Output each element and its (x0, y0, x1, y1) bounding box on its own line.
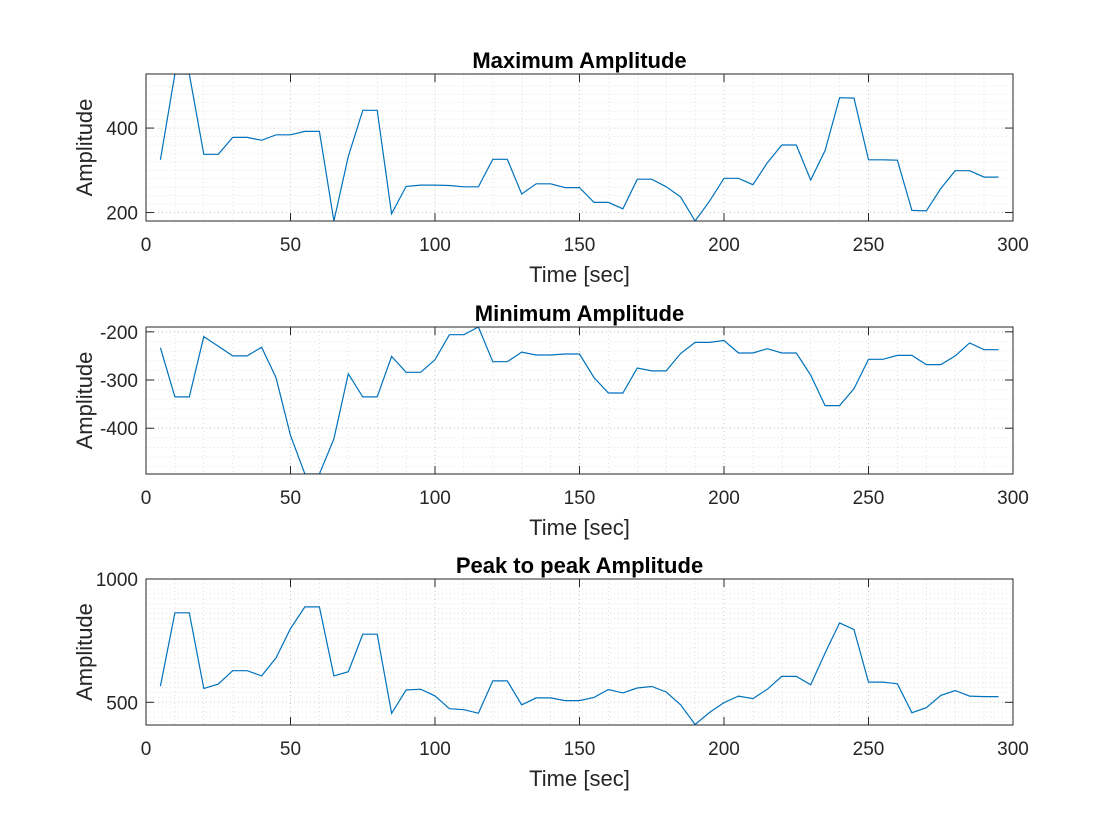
x-axis-label: Time [sec] (529, 766, 630, 791)
x-tick-label: 0 (141, 739, 152, 760)
x-tick-label: 0 (141, 235, 152, 256)
series-line (159, 74, 999, 221)
x-tick-label: 300 (997, 739, 1029, 760)
x-axis-label: Time [sec] (529, 262, 630, 287)
subplot-3: 0 50 100 150 200 250 300 500 1000 Peak to peak Am… (72, 553, 1029, 791)
y-tick-label: -300 (100, 371, 138, 392)
x-tick-label: 200 (708, 739, 740, 760)
y-tick-label: 200 (106, 204, 138, 225)
y-axis-label: Amplitude (72, 352, 97, 450)
series-line (159, 327, 999, 474)
y-axis-label: Amplitude (72, 99, 97, 197)
x-tick-label: 50 (280, 488, 301, 509)
x-tick-label: 250 (853, 739, 885, 760)
x-tick-label: 100 (419, 739, 451, 760)
x-tick-label: 150 (564, 739, 596, 760)
y-axis-label: Amplitude (72, 603, 97, 701)
x-axis-label: Time [sec] (529, 515, 630, 540)
x-tick-label: 100 (419, 235, 451, 256)
chart-title: Minimum Amplitude (475, 301, 684, 326)
y-tick-label: 500 (106, 693, 138, 714)
y-tick-label: 1000 (96, 570, 138, 591)
x-tick-label: 50 (280, 235, 301, 256)
y-tick-label: -400 (100, 419, 138, 440)
chart-title: Peak to peak Amplitude (456, 553, 703, 578)
x-tick-label: 250 (853, 488, 885, 509)
subplot-1: 0 50 100 150 200 250 300 200 400 Maximum Amplitud… (72, 48, 1029, 287)
x-tick-label: 100 (419, 488, 451, 509)
x-tick-label: 200 (708, 488, 740, 509)
y-tick-label: -200 (100, 323, 138, 344)
series-line (159, 606, 999, 725)
x-tick-label: 200 (708, 235, 740, 256)
x-tick-label: 300 (997, 235, 1029, 256)
x-tick-label: 150 (564, 488, 596, 509)
subplot-2: 0 50 100 150 200 250 300 -200 -300 -400 Minimum Am… (72, 301, 1029, 540)
x-tick-label: 0 (141, 488, 152, 509)
x-tick-label: 50 (280, 739, 301, 760)
chart-title: Maximum Amplitude (472, 48, 686, 73)
y-tick-label: 400 (106, 119, 138, 140)
x-tick-label: 300 (997, 488, 1029, 509)
x-tick-label: 150 (564, 235, 596, 256)
x-tick-label: 250 (853, 235, 885, 256)
